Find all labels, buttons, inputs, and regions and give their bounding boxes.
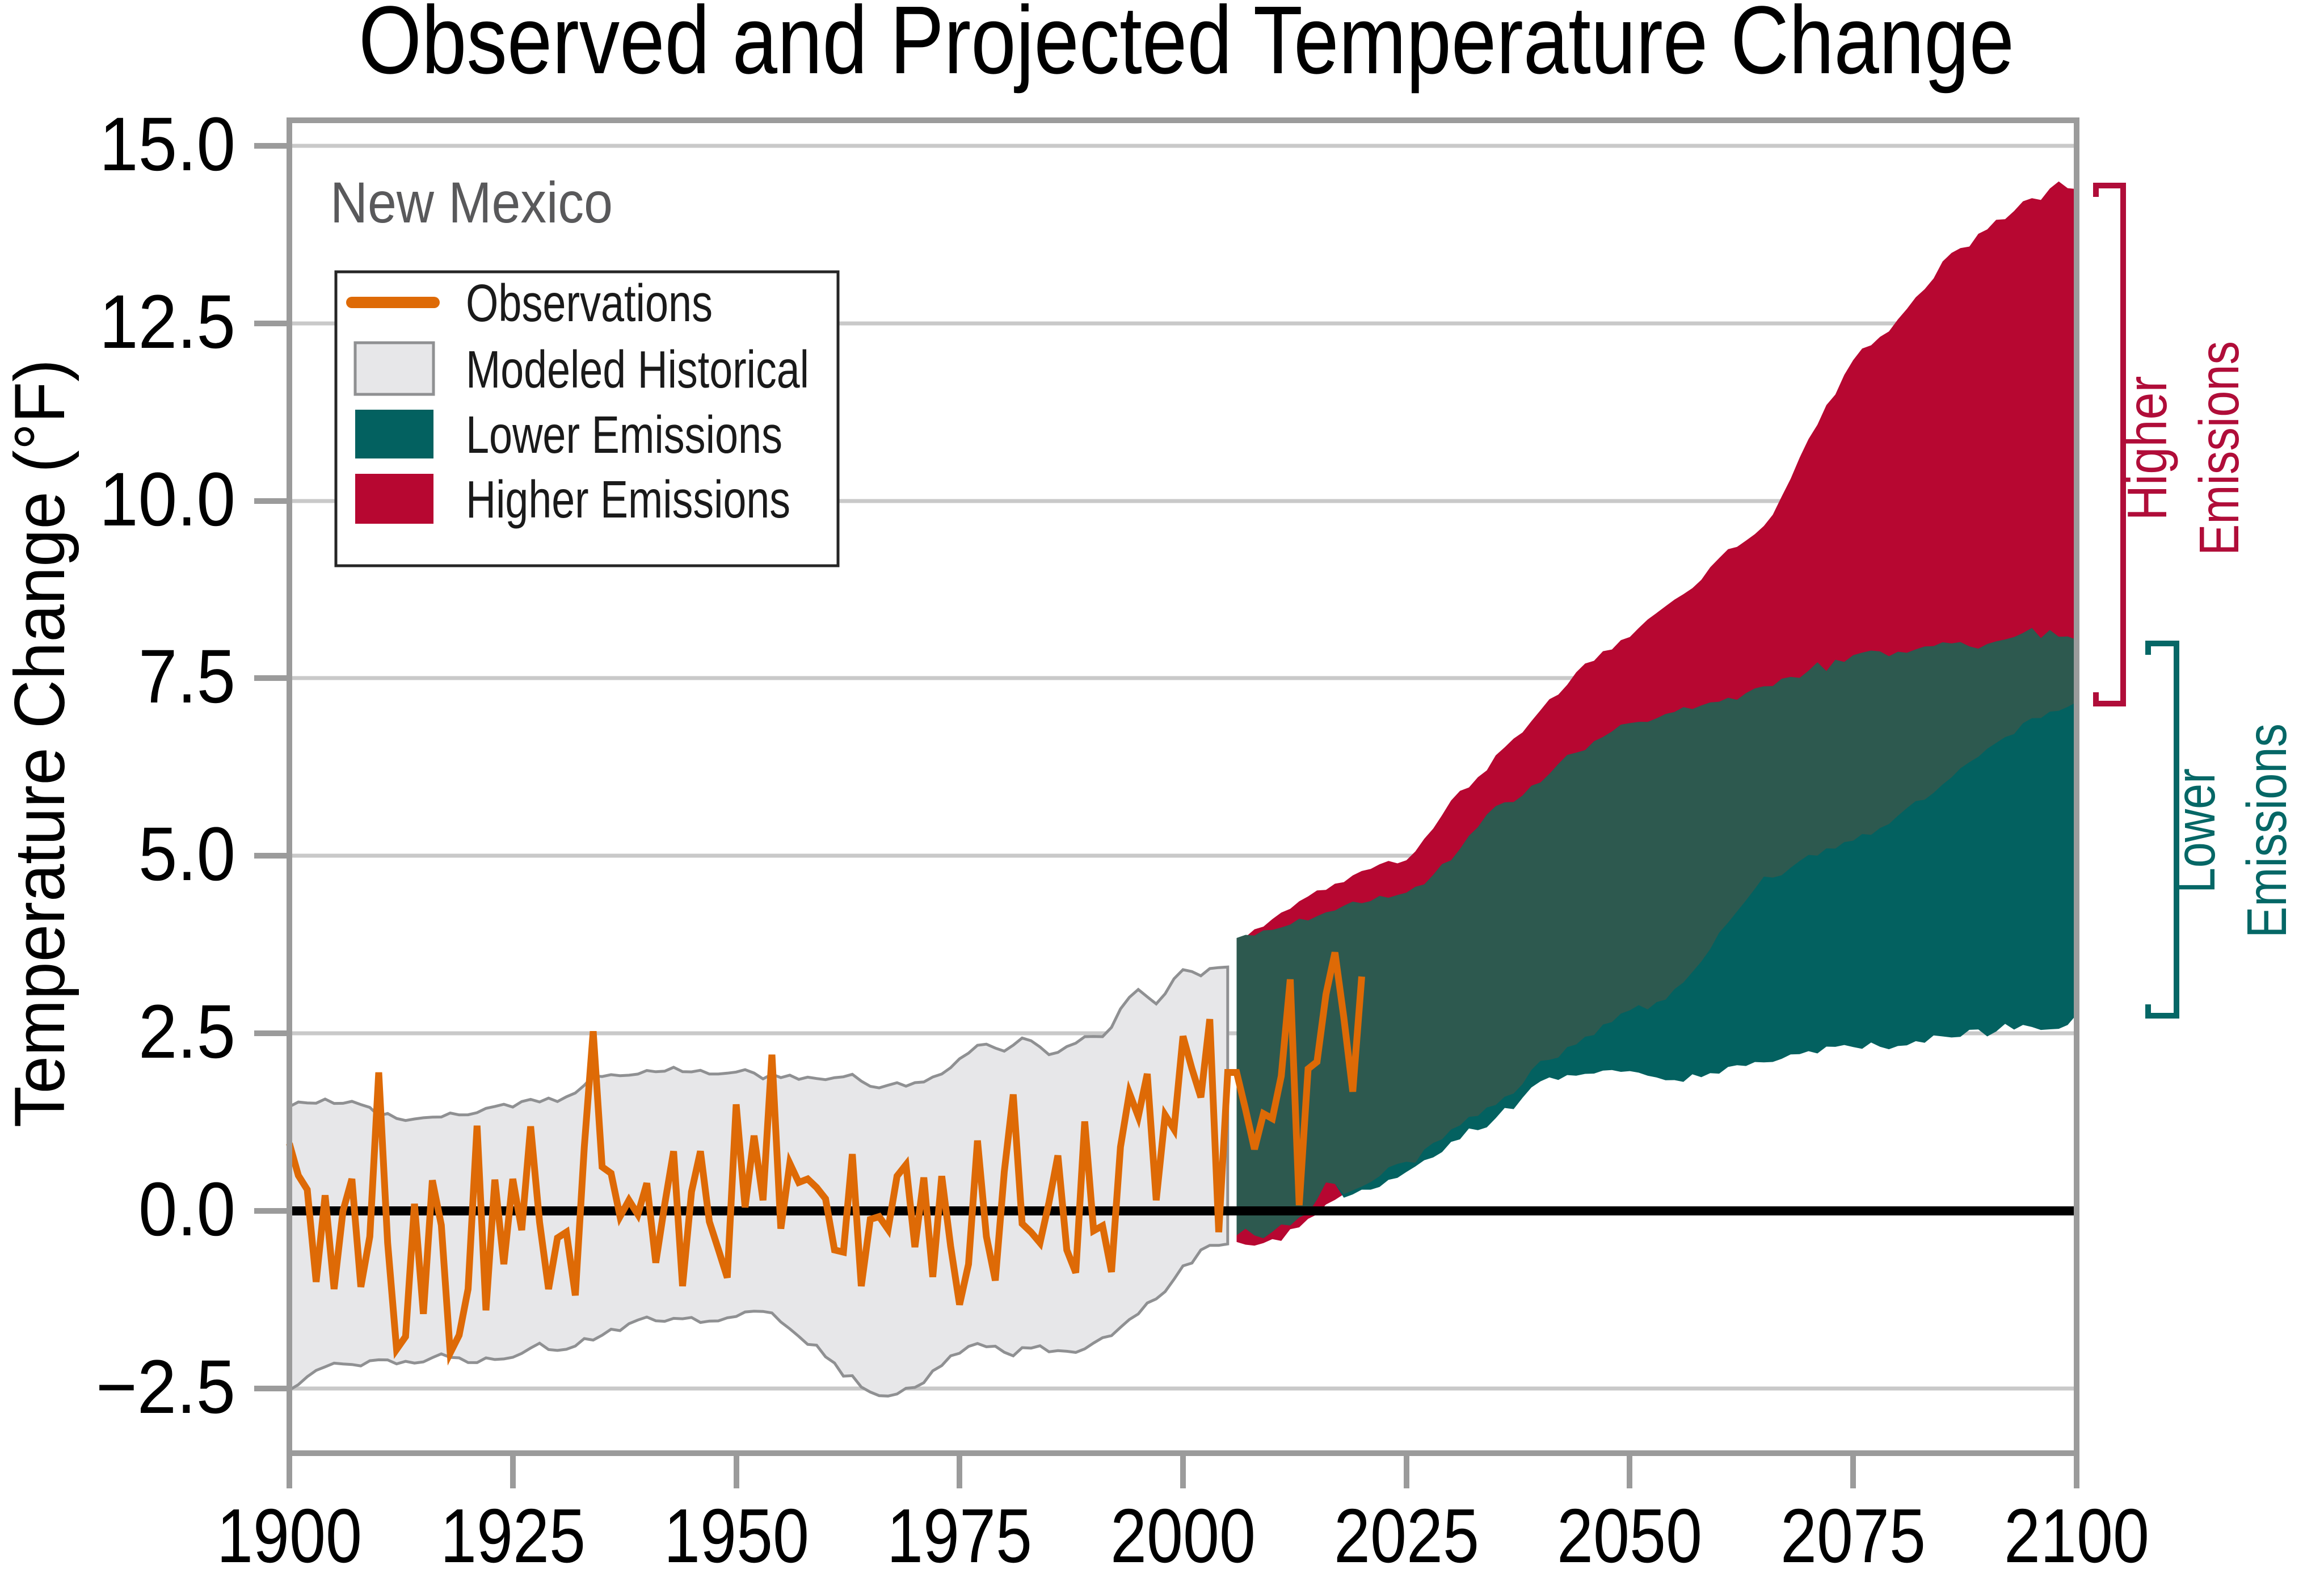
svg-text:1900: 1900 xyxy=(217,1493,362,1579)
svg-text:2.5: 2.5 xyxy=(138,990,235,1074)
svg-text:2000: 2000 xyxy=(1110,1493,1256,1579)
svg-text:Higher Emissions: Higher Emissions xyxy=(466,470,790,529)
svg-text:5.0: 5.0 xyxy=(138,812,235,897)
svg-text:2025: 2025 xyxy=(1334,1493,1479,1579)
svg-text:10.0: 10.0 xyxy=(99,457,235,542)
svg-text:Lower: Lower xyxy=(2164,768,2226,893)
svg-text:12.5: 12.5 xyxy=(99,280,235,364)
svg-text:7.5: 7.5 xyxy=(138,634,235,719)
svg-text:New Mexico: New Mexico xyxy=(330,170,613,235)
svg-text:2050: 2050 xyxy=(1557,1493,1702,1579)
svg-text:15.0: 15.0 xyxy=(99,102,235,187)
svg-text:−2.5: −2.5 xyxy=(96,1345,235,1429)
svg-text:2075: 2075 xyxy=(1780,1493,1926,1579)
svg-text:Emissions: Emissions xyxy=(2235,723,2298,938)
svg-text:Emissions: Emissions xyxy=(2188,341,2250,556)
svg-text:Observations: Observations xyxy=(466,274,713,333)
svg-text:Lower Emissions: Lower Emissions xyxy=(466,405,782,464)
svg-text:1925: 1925 xyxy=(440,1493,586,1579)
svg-text:1950: 1950 xyxy=(664,1493,809,1579)
svg-text:1975: 1975 xyxy=(887,1493,1032,1579)
svg-text:Temperature Change (°F): Temperature Change (°F) xyxy=(1,359,79,1127)
svg-text:Higher: Higher xyxy=(2116,376,2178,521)
svg-text:Observed and Projected Tempera: Observed and Projected Temperature Chang… xyxy=(359,0,2014,94)
svg-text:2100: 2100 xyxy=(2004,1493,2149,1579)
svg-text:0.0: 0.0 xyxy=(138,1167,235,1252)
svg-text:Modeled Historical: Modeled Historical xyxy=(466,340,809,399)
